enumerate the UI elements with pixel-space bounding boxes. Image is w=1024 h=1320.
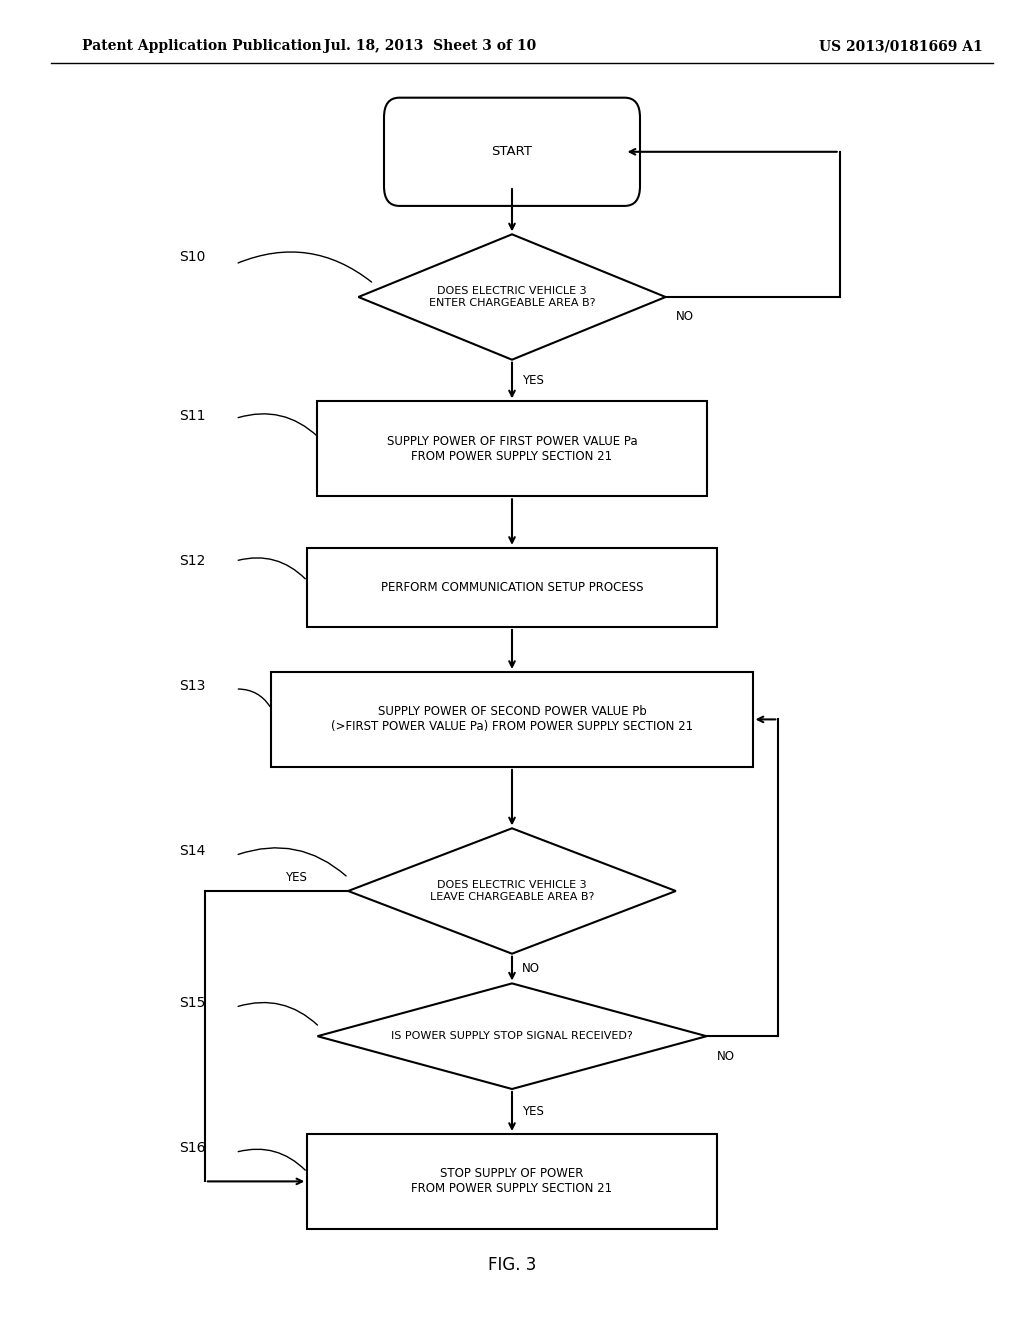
Text: YES: YES — [286, 871, 307, 884]
Text: US 2013/0181669 A1: US 2013/0181669 A1 — [819, 40, 983, 53]
Bar — [307, 1134, 717, 1229]
Bar — [271, 672, 753, 767]
Text: FIG. 3: FIG. 3 — [487, 1255, 537, 1274]
Text: START: START — [492, 145, 532, 158]
Bar — [317, 401, 707, 496]
Text: S11: S11 — [179, 409, 206, 422]
Text: YES: YES — [522, 1105, 544, 1118]
FancyBboxPatch shape — [384, 98, 640, 206]
Text: S15: S15 — [179, 997, 206, 1010]
Text: NO: NO — [522, 962, 541, 975]
Text: DOES ELECTRIC VEHICLE 3
LEAVE CHARGEABLE AREA B?: DOES ELECTRIC VEHICLE 3 LEAVE CHARGEABLE… — [430, 880, 594, 902]
Bar — [307, 548, 717, 627]
Text: S14: S14 — [179, 845, 206, 858]
Polygon shape — [317, 983, 707, 1089]
Text: NO: NO — [717, 1049, 735, 1063]
Text: IS POWER SUPPLY STOP SIGNAL RECEIVED?: IS POWER SUPPLY STOP SIGNAL RECEIVED? — [391, 1031, 633, 1041]
Text: YES: YES — [522, 374, 544, 387]
Polygon shape — [358, 235, 666, 359]
Text: S13: S13 — [179, 680, 206, 693]
Text: S10: S10 — [179, 251, 206, 264]
Text: PERFORM COMMUNICATION SETUP PROCESS: PERFORM COMMUNICATION SETUP PROCESS — [381, 581, 643, 594]
Text: Patent Application Publication: Patent Application Publication — [82, 40, 322, 53]
Text: DOES ELECTRIC VEHICLE 3
ENTER CHARGEABLE AREA B?: DOES ELECTRIC VEHICLE 3 ENTER CHARGEABLE… — [429, 286, 595, 308]
Polygon shape — [348, 829, 676, 953]
Text: S12: S12 — [179, 554, 206, 568]
Text: SUPPLY POWER OF FIRST POWER VALUE Pa
FROM POWER SUPPLY SECTION 21: SUPPLY POWER OF FIRST POWER VALUE Pa FRO… — [387, 434, 637, 463]
Text: NO: NO — [676, 310, 694, 323]
Text: S16: S16 — [179, 1142, 206, 1155]
Text: STOP SUPPLY OF POWER
FROM POWER SUPPLY SECTION 21: STOP SUPPLY OF POWER FROM POWER SUPPLY S… — [412, 1167, 612, 1196]
Text: SUPPLY POWER OF SECOND POWER VALUE Pb
(>FIRST POWER VALUE Pa) FROM POWER SUPPLY : SUPPLY POWER OF SECOND POWER VALUE Pb (>… — [331, 705, 693, 734]
Text: Jul. 18, 2013  Sheet 3 of 10: Jul. 18, 2013 Sheet 3 of 10 — [324, 40, 537, 53]
